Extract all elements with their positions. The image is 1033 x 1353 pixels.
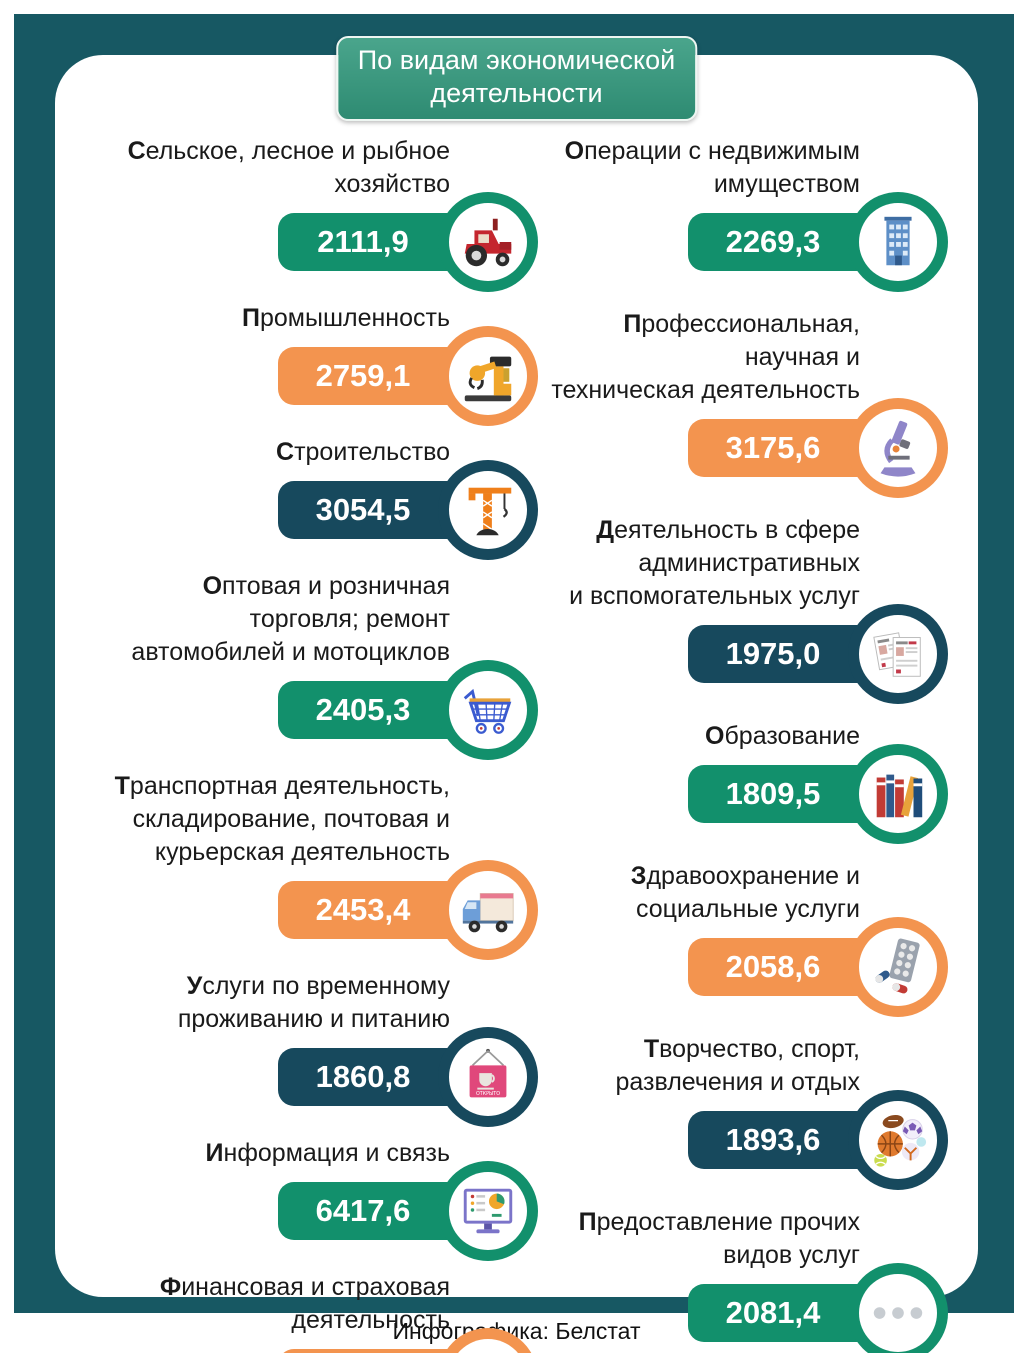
activity-item: Информация и связь 6417,6 [206,1137,538,1261]
page-title-line2: деятельности [430,78,603,108]
activity-item: Здравоохранение и социальные услуги 2058,… [631,860,948,1017]
icon-ring [848,398,948,498]
value-badge: 2111,9 [278,192,538,292]
robot-arm-icon [449,337,527,415]
left-column: Сельское, лесное и рыбное хозяйство 2111,… [90,135,538,1353]
icon-ring [438,1161,538,1261]
microscope-icon [859,409,937,487]
activity-item: Сельское, лесное и рыбное хозяйство 2111,… [128,135,538,292]
icon-ring [848,917,948,1017]
activity-label: Образование [705,722,860,750]
activity-item: Финансовая и страховая деятельность 4052,… [160,1271,538,1353]
activity-label: Транспортная деятельность, складирование… [114,772,450,866]
truck-icon [449,871,527,949]
value-badge: 2759,1 [278,326,538,426]
value-pill: 4052,8 [278,1349,480,1353]
icon-ring [438,860,538,960]
activity-label: Сельское, лесное и рыбное хозяйство [127,137,450,198]
activity-item: Промышленность 2759,1 [242,302,538,426]
value-badge: 2269,3 [688,192,948,292]
sports-balls-icon [859,1101,937,1179]
activity-label: Профессиональная, научная и техническая … [551,310,860,404]
activity-item: Предоставление прочих видов услуг 2081,4 [579,1206,948,1353]
value-badge: 2081,4 [688,1263,948,1353]
icon-ring [848,192,948,292]
icon-ring [848,1263,948,1353]
icon-ring [438,460,538,560]
value-badge: 1893,6 [688,1090,948,1190]
activity-label: Строительство [276,438,450,466]
value-badge: 4052,8 [278,1328,538,1353]
activity-label: Деятельность в сфере административных и … [569,516,860,610]
activity-label: Операции с недвижимым имуществом [564,137,860,198]
icon-ring [438,660,538,760]
activity-label: Здравоохранение и социальные услуги [630,862,860,923]
activity-label: Оптовая и розничная торговля; ремонт авт… [131,572,450,666]
building-icon [859,203,937,281]
pills-icon [859,928,937,1006]
activity-label: Творчество, спорт, развлечения и отдых [615,1035,860,1096]
icon-ring [848,604,948,704]
value-badge: 1860,8 ОТКРЫТО [278,1027,538,1127]
right-column: Операции с недвижимым имуществом 2269,3 Пр… [548,135,948,1353]
activity-item: Деятельность в сфере административных и … [569,514,948,704]
activity-label: Услуги по временному проживанию и питани… [177,972,450,1033]
monitor-icon [449,1172,527,1250]
open-sign-icon: ОТКРЫТО [449,1038,527,1116]
activity-label: Промышленность [242,304,450,332]
icon-ring [438,326,538,426]
tractor-icon [449,203,527,281]
icon-ring [848,1090,948,1190]
value-badge: 1809,5 [688,744,948,844]
value-badge: 1975,0 [688,604,948,704]
books-icon [859,755,937,833]
activity-item: Творчество, спорт, развлечения и отдых 18… [616,1033,948,1190]
documents-icon [859,615,937,693]
activity-label: Предоставление прочих видов услуг [578,1208,860,1269]
activity-columns: Сельское, лесное и рыбное хозяйство 2111,… [55,55,978,1353]
coins-icon [449,1339,527,1353]
page-title-line1: По видам экономической [357,45,676,75]
icon-ring [848,744,948,844]
activity-label: Финансовая и страховая деятельность [159,1273,450,1334]
activity-item: Транспортная деятельность, складирование… [115,770,538,960]
activity-item: Образование 1809,5 [688,720,948,844]
ellipsis-icon [859,1274,937,1352]
page-title: По видам экономической деятельности [335,36,698,121]
activity-item: Операции с недвижимым имуществом 2269,3 [565,135,948,292]
icon-ring: ОТКРЫТО [438,1027,538,1127]
value-badge: 6417,6 [278,1161,538,1261]
shopping-cart-icon [449,671,527,749]
activity-item: Оптовая и розничная торговля; ремонт авт… [131,570,538,760]
activity-item: Строительство 3054,5 [276,436,538,560]
svg-text:ОТКРЫТО: ОТКРЫТО [476,1091,500,1097]
icon-ring [438,192,538,292]
value-badge: 3175,6 [688,398,948,498]
crane-icon [449,471,527,549]
value-badge: 3054,5 [278,460,538,560]
activity-label: Информация и связь [205,1139,450,1167]
value-badge: 2058,6 [688,917,948,1017]
value-badge: 2405,3 [278,660,538,760]
activity-item: Услуги по временному проживанию и питани… [178,970,538,1127]
activity-item: Профессиональная, научная и техническая … [551,308,948,498]
value-badge: 2453,4 [278,860,538,960]
